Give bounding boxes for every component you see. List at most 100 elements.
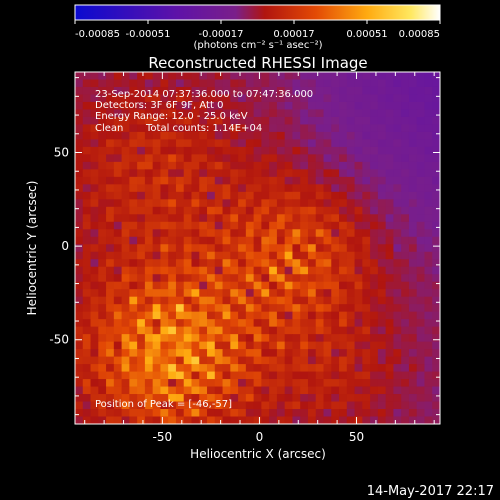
heatmap-cell: [90, 79, 99, 88]
heatmap-cell: [113, 401, 122, 410]
heatmap-cell: [90, 86, 99, 95]
heatmap-cell: [214, 176, 223, 185]
heatmap-cell: [113, 206, 122, 215]
heatmap-cell: [331, 72, 340, 80]
colorbar-tick-label: 0.00017: [273, 29, 314, 40]
heatmap-cell: [269, 379, 278, 387]
heatmap-cell: [168, 386, 177, 395]
heatmap-cell: [113, 94, 122, 103]
heatmap-cell: [90, 356, 99, 365]
heatmap-cell: [261, 191, 270, 200]
heatmap-cell: [160, 251, 169, 260]
heatmap-cell: [261, 304, 270, 313]
heatmap-cell: [214, 319, 223, 328]
heatmap-cell: [168, 364, 177, 372]
heatmap-cell: [261, 341, 270, 350]
heatmap-cell: [175, 281, 185, 290]
heatmap-cell: [393, 169, 402, 178]
heatmap-cell: [276, 124, 286, 133]
heatmap-cell: [408, 281, 418, 290]
heatmap-cell: [144, 416, 154, 425]
heatmap-cell: [106, 274, 115, 283]
heatmap-cell: [245, 79, 255, 88]
heatmap-cell: [276, 356, 286, 365]
heatmap-cell: [183, 319, 192, 328]
heatmap-cell: [401, 251, 410, 260]
heatmap-cell: [144, 281, 154, 290]
heatmap-cell: [191, 79, 200, 88]
heatmap-cell: [424, 334, 433, 343]
heatmap-cell: [307, 72, 317, 80]
heatmap-cell: [424, 72, 433, 80]
heatmap-cell: [199, 356, 208, 365]
heatmap-cell: [98, 371, 107, 380]
heatmap-cell: [160, 296, 169, 305]
heatmap-cell: [245, 191, 255, 200]
heatmap-cell: [160, 94, 169, 103]
heatmap-cell: [300, 79, 309, 88]
heatmap-cell: [245, 206, 255, 215]
heatmap-cell: [401, 401, 410, 410]
heatmap-cell: [346, 161, 355, 170]
heatmap-cell: [152, 326, 161, 335]
heatmap-cell: [331, 379, 340, 387]
heatmap-cell: [377, 161, 387, 170]
heatmap-cell: [300, 281, 309, 290]
heatmap-cell: [75, 251, 84, 260]
heatmap-cell: [408, 289, 418, 298]
heatmap-image: [75, 72, 441, 425]
heatmap-cell: [129, 319, 138, 328]
heatmap-cell: [129, 356, 138, 365]
heatmap-cell: [191, 161, 200, 170]
heatmap-cell: [354, 296, 363, 305]
heatmap-cell: [401, 244, 410, 253]
heatmap-cell: [238, 109, 247, 118]
heatmap-cell: [82, 379, 91, 387]
heatmap-cell: [183, 169, 192, 178]
heatmap-cell: [152, 101, 161, 110]
heatmap-cell: [230, 281, 239, 290]
heatmap-cell: [292, 296, 301, 305]
heatmap-cell: [331, 416, 340, 425]
heatmap-cell: [401, 409, 410, 417]
heatmap-cell: [230, 416, 239, 425]
heatmap-cell: [408, 341, 418, 350]
heatmap-cell: [98, 236, 107, 245]
heatmap-cell: [106, 266, 115, 275]
heatmap-cell: [253, 86, 262, 95]
heatmap-cell: [121, 349, 130, 357]
heatmap-cell: [416, 364, 425, 372]
heatmap-cell: [346, 109, 355, 118]
heatmap-cell: [168, 304, 177, 313]
heatmap-cell: [354, 161, 363, 170]
heatmap-cell: [307, 94, 317, 103]
heatmap-cell: [292, 184, 301, 193]
heatmap-cell: [424, 371, 433, 380]
heatmap-cell: [175, 229, 185, 238]
heatmap-cell: [191, 341, 200, 350]
heatmap-cell: [307, 139, 317, 148]
heatmap-cell: [199, 161, 208, 170]
heatmap-cell: [362, 266, 371, 275]
heatmap-cell: [245, 244, 255, 253]
heatmap-cell: [323, 176, 332, 185]
heatmap-cell: [401, 161, 410, 170]
heatmap-cell: [230, 296, 239, 305]
heatmap-cell: [276, 94, 286, 103]
heatmap-cell: [385, 154, 394, 163]
heatmap-cell: [339, 154, 348, 163]
heatmap-cell: [90, 206, 99, 215]
heatmap-cell: [276, 169, 286, 178]
heatmap-cell: [152, 251, 161, 260]
heatmap-cell: [144, 79, 154, 88]
heatmap-cell: [207, 371, 216, 380]
heatmap-cell: [137, 184, 146, 193]
heatmap-cell: [362, 371, 371, 380]
heatmap-cell: [401, 289, 410, 298]
heatmap-cell: [393, 401, 402, 410]
heatmap-cell: [238, 191, 247, 200]
heatmap-cell: [98, 221, 107, 230]
heatmap-cell: [401, 416, 410, 425]
heatmap-cell: [377, 221, 387, 230]
heatmap-cell: [230, 116, 239, 125]
